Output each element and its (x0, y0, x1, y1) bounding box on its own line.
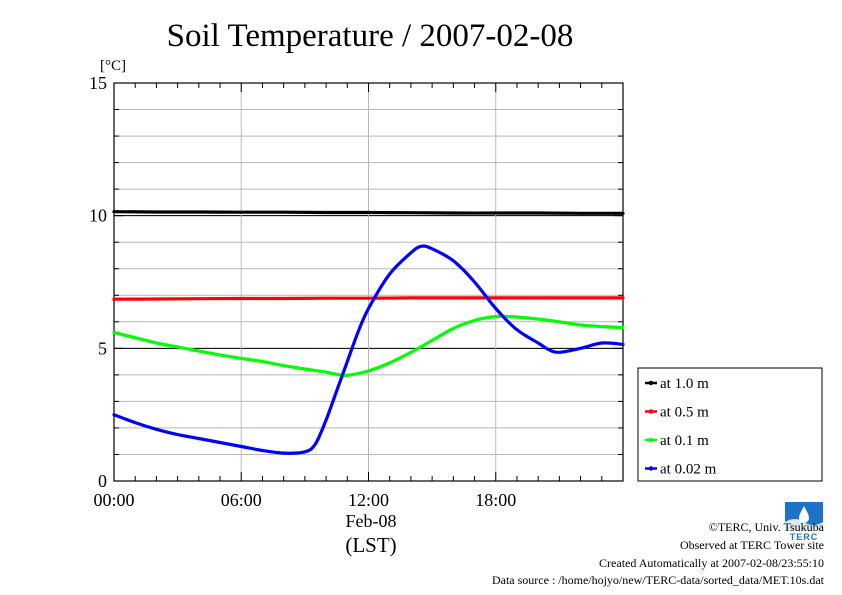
x-tick-label: 18:00 (475, 490, 516, 510)
x-tick-label: 00:00 (93, 490, 134, 510)
y-tick-label: 5 (98, 338, 107, 358)
y-tick-label: 15 (89, 73, 107, 93)
legend-marker (648, 437, 654, 443)
series-line-2 (112, 296, 625, 301)
date-label: Feb-08 (346, 511, 397, 531)
series-line-1 (112, 210, 625, 215)
legend: at 1.0 m at 0.5 m at 0.1 m at 0.02 m (637, 367, 823, 482)
legend-label: at 1.0 m (660, 376, 709, 392)
gridlines (114, 83, 623, 481)
credit-observed: Observed at TERC Tower site (679, 538, 824, 552)
chart-title: Soil Temperature / 2007-02-08 (167, 18, 574, 54)
credit-created: Created Automatically at 2007-02-08/23:5… (599, 556, 824, 570)
y-axis-unit: [°C] (100, 58, 126, 74)
x-tick-label: 12:00 (348, 490, 389, 510)
legend-label: at 0.02 m (660, 462, 717, 478)
y-tick-label: 10 (89, 206, 107, 226)
series-lines (112, 210, 625, 455)
credit-copyright: ©TERC, Univ. Tsukuba (708, 520, 824, 534)
legend-label: at 0.1 m (660, 433, 709, 449)
axis-ticks: 0 5 10 15 00:00 06:00 12:00 18:00 (89, 73, 624, 510)
x-axis-title: (LST) (345, 533, 396, 557)
logo-text: TERC (790, 532, 819, 542)
y-tick-label: 0 (98, 471, 107, 491)
credit-source: Data source : /home/hojyo/new/TERC-data/… (491, 573, 824, 587)
legend-label: at 0.5 m (660, 405, 709, 421)
legend-marker (648, 409, 654, 414)
legend-marker (648, 466, 654, 471)
series-line-4 (112, 244, 625, 455)
legend-marker (648, 380, 654, 386)
x-tick-label: 06:00 (221, 490, 262, 510)
terc-logo: TERC (785, 502, 823, 542)
legend-box (637, 367, 823, 482)
series-line-3 (112, 314, 625, 378)
